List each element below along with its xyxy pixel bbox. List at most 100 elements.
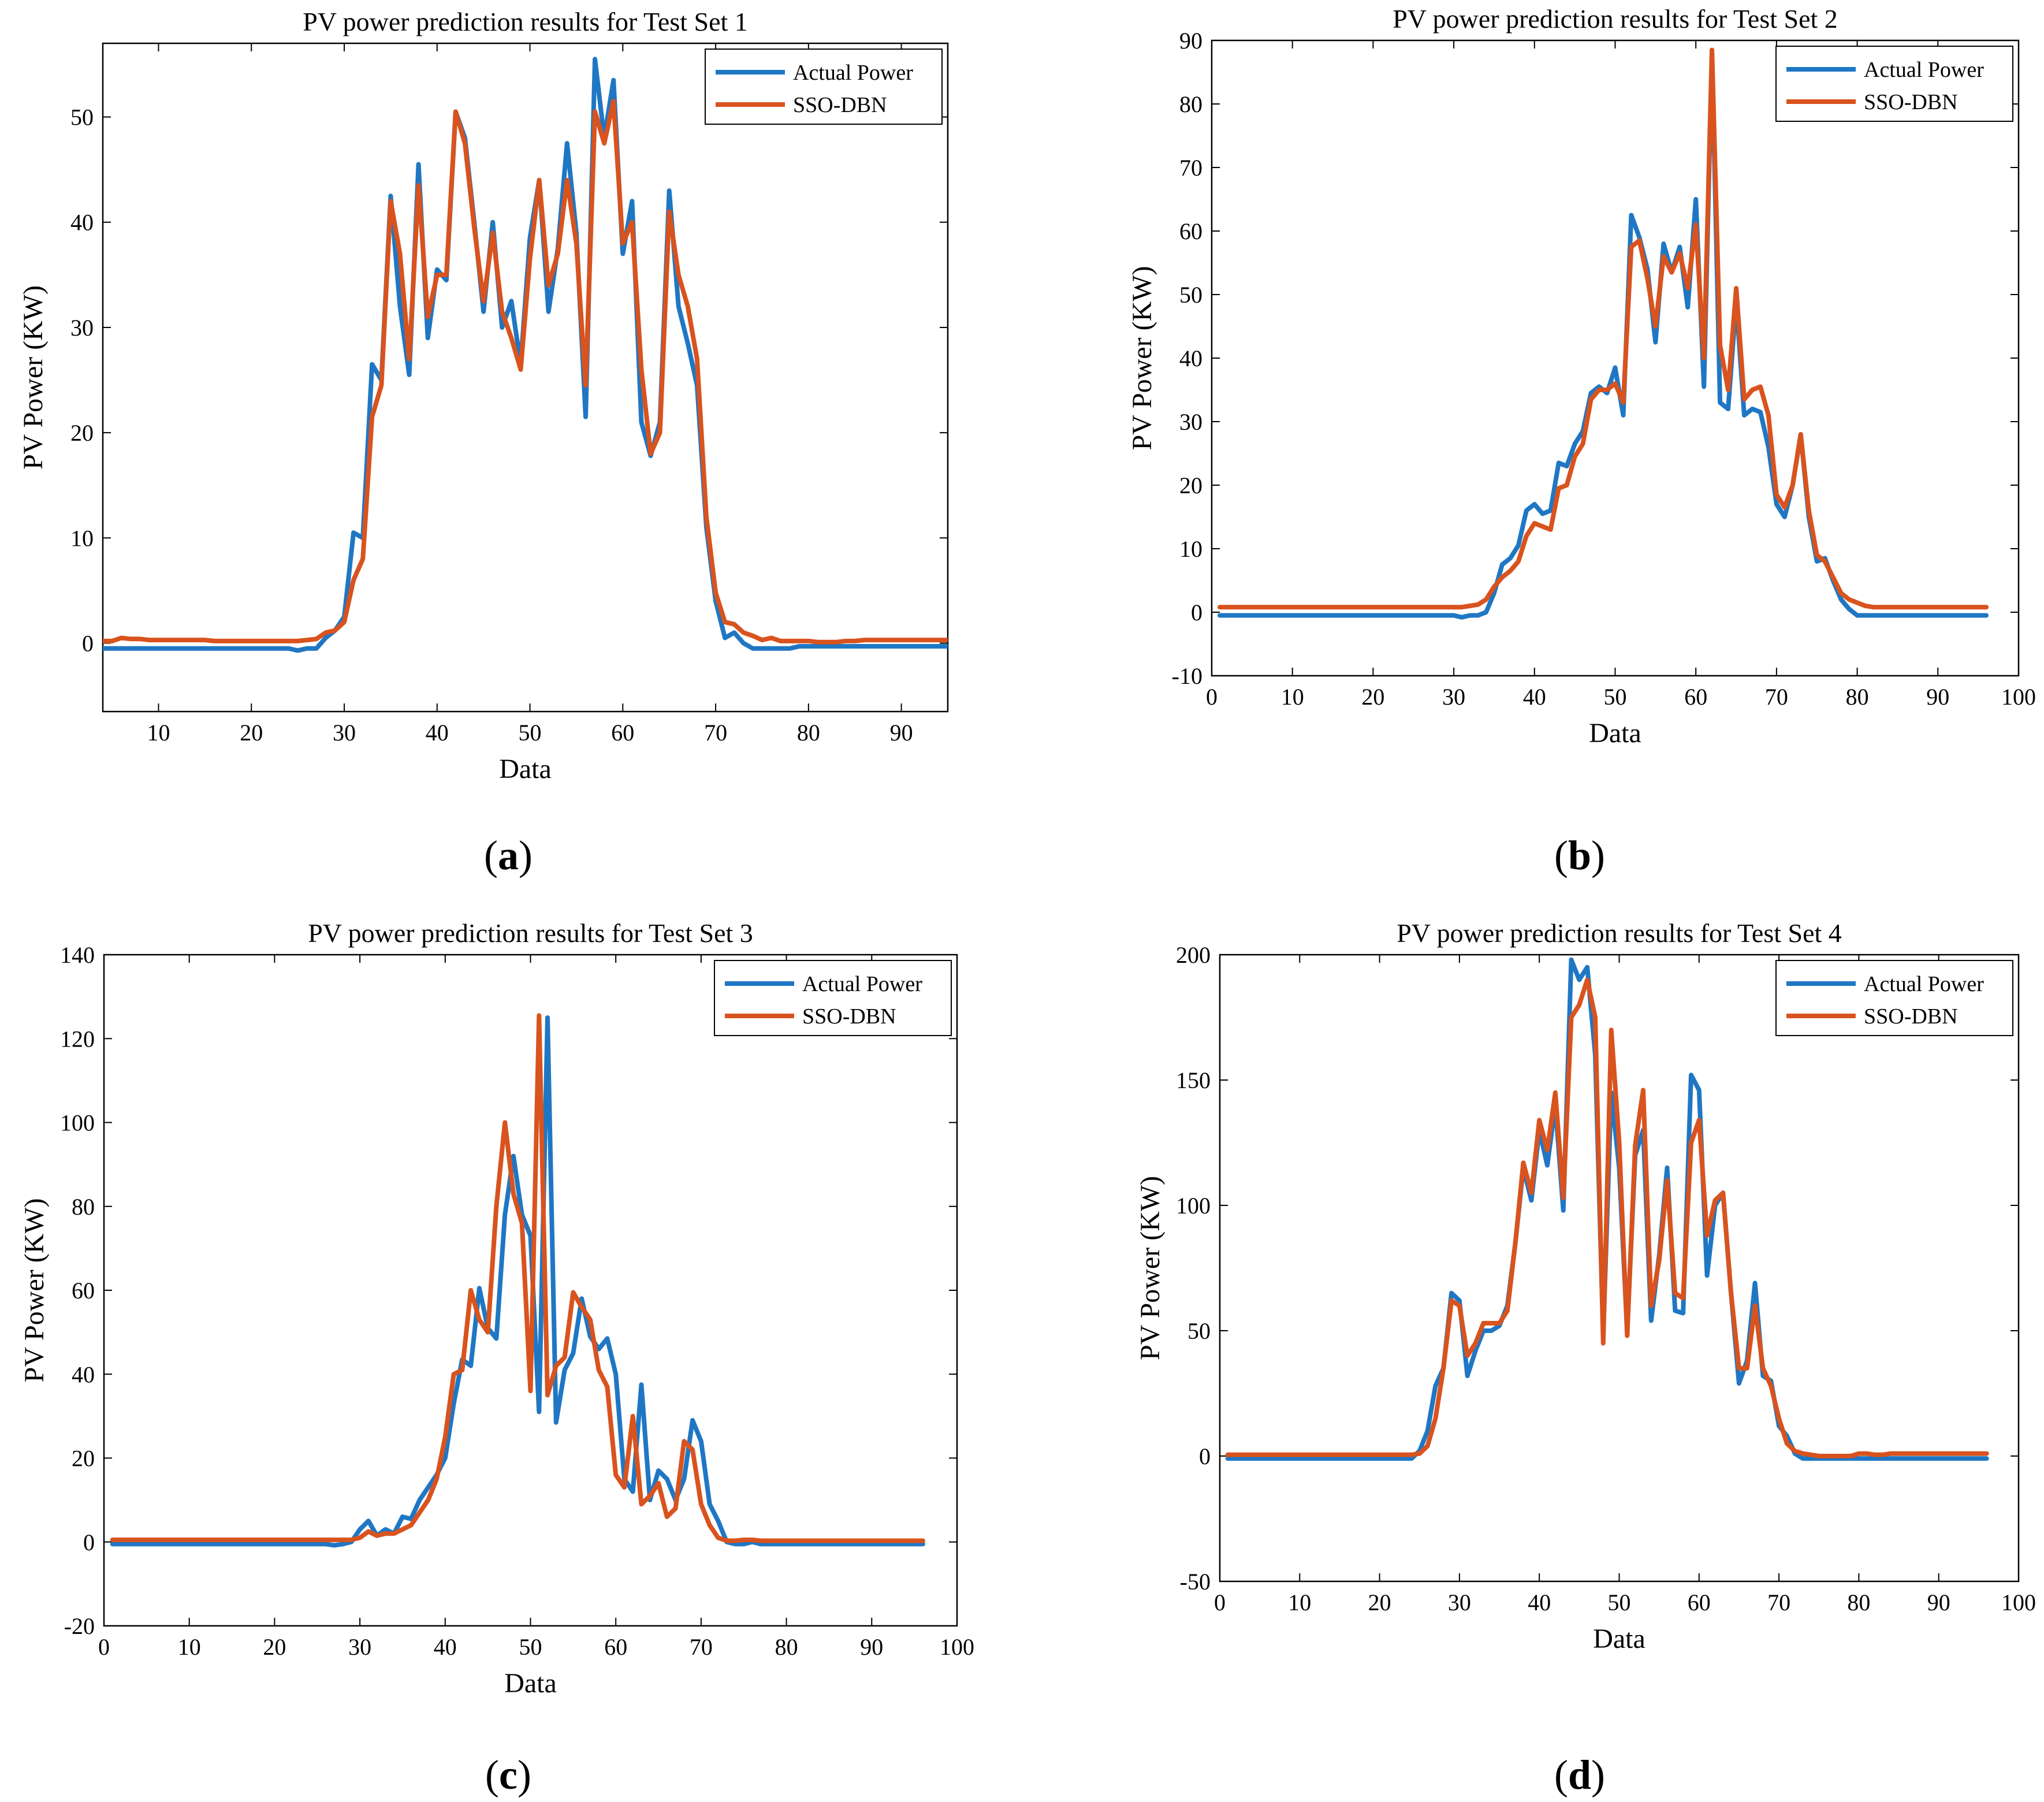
y-axis-label: PV Power (KW) xyxy=(1127,266,1157,450)
y-tick-label: 90 xyxy=(1179,28,1202,54)
legend: Actual Power SSO-DBN xyxy=(1775,46,2013,122)
plot-frame xyxy=(102,42,949,713)
legend-label: Actual Power xyxy=(793,61,913,85)
y-tick-label: 70 xyxy=(1179,155,1202,181)
x-tick-label: 90 xyxy=(1927,1589,1950,1615)
legend-label: SSO-DBN xyxy=(793,93,887,117)
x-tick-label: 70 xyxy=(690,1634,713,1660)
legend-box xyxy=(1775,46,2013,122)
panel-letter: (c) xyxy=(485,1752,531,1798)
y-tick-label: 20 xyxy=(72,1446,95,1472)
y-tick-label: 100 xyxy=(1176,1193,1211,1219)
x-tick-label: 70 xyxy=(704,720,727,746)
chart-panel-c: 0 10 20 30 40 50 60 70 80 90 100-20020406080100120… xyxy=(19,918,974,1798)
x-tick-label: 70 xyxy=(1765,684,1788,710)
panel-letter: (d) xyxy=(1554,1752,1605,1798)
legend: Actual Power SSO-DBN xyxy=(1775,960,2013,1036)
x-tick-label: 20 xyxy=(263,1634,286,1660)
x-tick-label: 30 xyxy=(1448,1589,1471,1615)
x-tick-label: 30 xyxy=(348,1634,371,1660)
y-tick-label: 100 xyxy=(60,1110,95,1136)
chart-panel-b: 0 10 20 30 40 50 60 70 80 90 100-10010203040506070… xyxy=(1127,4,2036,878)
legend: Actual Power SSO-DBN xyxy=(705,49,943,125)
y-tick-label: 200 xyxy=(1176,942,1211,968)
x-tick-label: 40 xyxy=(1523,684,1546,710)
legend-label: SSO-DBN xyxy=(1864,1004,1958,1029)
panel-letter: (b) xyxy=(1554,832,1605,878)
plot-frame xyxy=(1219,954,2020,1583)
y-tick-label: -20 xyxy=(64,1613,95,1639)
x-tick-label: 100 xyxy=(940,1634,974,1660)
x-tick-label: 20 xyxy=(240,720,263,746)
legend-label: Actual Power xyxy=(1864,58,1984,82)
plot-frame xyxy=(1211,39,2020,677)
x-tick-label: 70 xyxy=(1767,1589,1790,1615)
x-tick-label: 40 xyxy=(1528,1589,1551,1615)
x-tick-label: 10 xyxy=(1281,684,1304,710)
x-tick-label: 90 xyxy=(1926,684,1949,710)
x-tick-label: 80 xyxy=(1846,684,1869,710)
panel-letter-value: c xyxy=(499,1752,517,1798)
panel-letter: (a) xyxy=(484,832,533,878)
chart-title: PV power prediction results for Test Set… xyxy=(303,7,748,36)
panel-letter-open: ( xyxy=(1554,832,1568,878)
y-axis-label: PV Power (KW) xyxy=(19,1198,50,1382)
panel-letter-open: ( xyxy=(485,1752,499,1798)
x-tick-label: 60 xyxy=(604,1634,627,1660)
x-axis-label: Data xyxy=(504,1668,557,1699)
y-tick-label: -10 xyxy=(1172,663,1202,689)
x-tick-label: 10 xyxy=(178,1634,201,1660)
x-tick-label: 20 xyxy=(1368,1589,1391,1615)
y-tick-label: 80 xyxy=(1179,91,1202,117)
chart-panel-a: 10 20 30 40 50 60 70 80 90 0 10 20 30 40 50 PV power pr… xyxy=(18,7,949,878)
x-tick-label: 10 xyxy=(1288,1589,1311,1615)
y-tick-label: 40 xyxy=(70,210,94,236)
y-tick-label: 0 xyxy=(1191,600,1202,626)
legend-label: SSO-DBN xyxy=(1864,90,1958,114)
panel-letter-value: d xyxy=(1568,1752,1591,1798)
panel-letter-open: ( xyxy=(484,832,498,878)
y-tick-label: 150 xyxy=(1176,1067,1211,1093)
x-tick-label: 20 xyxy=(1361,684,1384,710)
series-line-sso-dbn xyxy=(1218,47,1989,610)
y-tick-label: 50 xyxy=(1179,282,1202,308)
series-line-sso-dbn xyxy=(1225,977,1989,1458)
y-axis-label: PV Power (KW) xyxy=(18,285,49,470)
x-tick-label: 60 xyxy=(611,720,634,746)
x-axis-label: Data xyxy=(1593,1624,1645,1654)
y-tick-label: 30 xyxy=(1179,409,1202,435)
y-tick-label: 50 xyxy=(70,105,94,131)
y-tick-label: 40 xyxy=(72,1361,95,1387)
x-tick-label: 0 xyxy=(1206,684,1218,710)
x-tick-label: 100 xyxy=(2001,684,2036,710)
x-tick-label: 10 xyxy=(147,720,170,746)
x-axis-label: Data xyxy=(1589,718,1641,749)
x-tick-label: 50 xyxy=(519,720,542,746)
y-tick-label: 10 xyxy=(70,525,94,551)
y-axis-label: PV Power (KW) xyxy=(1135,1176,1166,1360)
legend-label: Actual Power xyxy=(1864,972,1984,996)
series-line-sso-dbn xyxy=(103,99,948,645)
x-tick-label: 40 xyxy=(434,1634,457,1660)
x-tick-label: 50 xyxy=(1608,1589,1631,1615)
y-tick-label: 60 xyxy=(1179,218,1202,244)
y-tick-label: 0 xyxy=(1199,1443,1211,1469)
x-tick-label: 30 xyxy=(333,720,356,746)
y-tick-label: 80 xyxy=(72,1194,95,1220)
y-tick-label: -50 xyxy=(1180,1569,1211,1595)
chart-title: PV power prediction results for Test Set… xyxy=(308,918,753,948)
x-tick-label: 60 xyxy=(1684,684,1707,710)
chart-title: PV power prediction results for Test Set… xyxy=(1397,918,1842,948)
chart-title: PV power prediction results for Test Set… xyxy=(1393,4,1838,33)
y-tick-label: 20 xyxy=(70,420,94,446)
x-tick-label: 60 xyxy=(1688,1589,1711,1615)
y-tick-label: 20 xyxy=(1179,472,1202,498)
series-line-actual-power xyxy=(110,1015,925,1548)
legend: Actual Power SSO-DBN xyxy=(714,960,952,1036)
x-tick-label: 80 xyxy=(797,720,820,746)
legend-label: Actual Power xyxy=(802,972,922,996)
y-tick-label: 50 xyxy=(1187,1318,1211,1344)
x-tick-label: 90 xyxy=(860,1634,883,1660)
y-tick-label: 10 xyxy=(1179,536,1202,562)
panel-letter-close: ) xyxy=(519,832,533,878)
